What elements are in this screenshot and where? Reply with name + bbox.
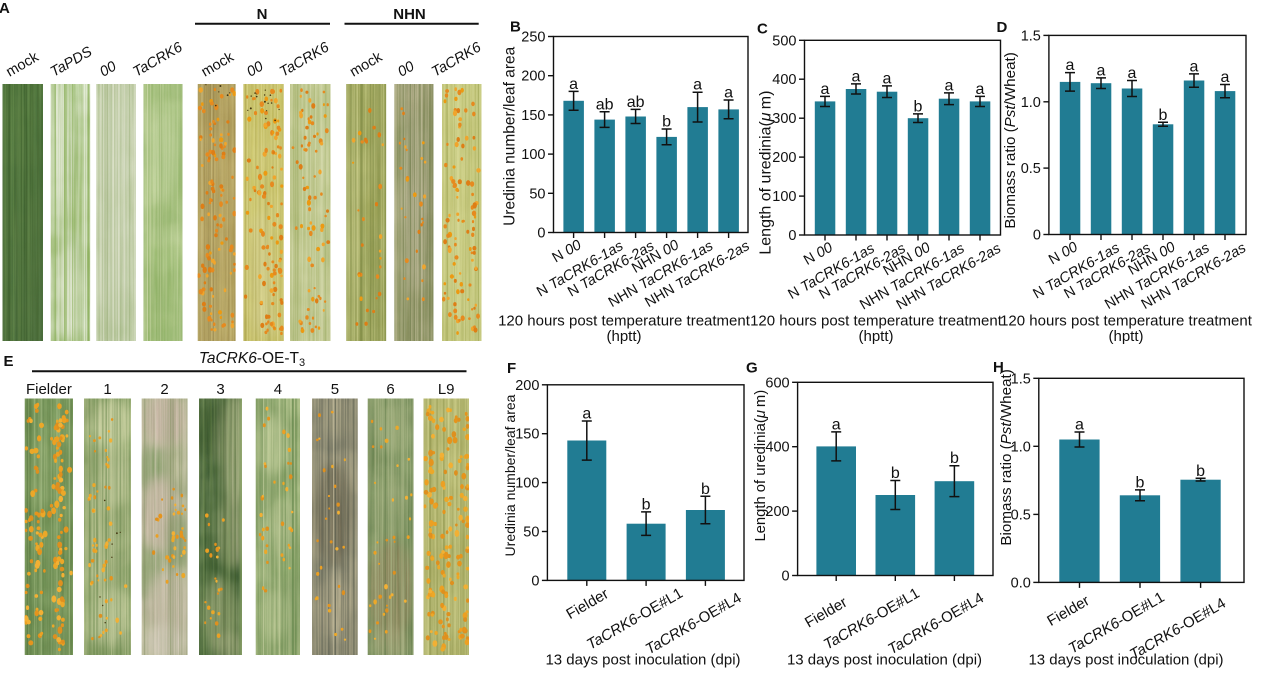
svg-text:400: 400 (765, 440, 789, 456)
svg-text:2: 2 (160, 381, 168, 398)
svg-text:0: 0 (1033, 228, 1041, 244)
svg-text:100: 100 (772, 189, 796, 205)
svg-text:ab: ab (596, 96, 614, 113)
svg-text:b: b (1159, 107, 1168, 124)
svg-text:4: 4 (274, 381, 282, 398)
svg-text:Length of uredinia(μ m): Length of uredinia(μ m) (753, 390, 769, 542)
svg-text:a: a (1066, 57, 1075, 74)
svg-text:Fielder: Fielder (26, 381, 72, 398)
svg-text:(hptt): (hptt) (1108, 328, 1143, 345)
svg-text:0: 0 (782, 569, 790, 585)
svg-text:b: b (891, 465, 900, 482)
svg-text:C: C (757, 21, 768, 38)
svg-text:B: B (510, 19, 521, 36)
svg-text:50: 50 (529, 186, 545, 202)
svg-text:a: a (883, 70, 892, 87)
svg-text:TaCRK6-OE-T3: TaCRK6-OE-T3 (199, 350, 305, 369)
svg-text:H: H (993, 359, 1004, 376)
svg-text:Biomass ratio (Pst/Wheat): Biomass ratio (Pst/Wheat) (1002, 52, 1019, 228)
svg-text:(hptt): (hptt) (606, 328, 641, 345)
svg-text:13 days post inoculation (dpi): 13 days post inoculation (dpi) (787, 652, 982, 669)
svg-text:100: 100 (521, 147, 545, 163)
svg-text:b: b (701, 481, 710, 498)
svg-text:00: 00 (395, 59, 417, 81)
svg-text:b: b (642, 496, 651, 513)
svg-text:200: 200 (765, 504, 789, 520)
svg-text:Biomass ratio (Pst/Wheat): Biomass ratio (Pst/Wheat) (998, 369, 1015, 545)
svg-text:00: 00 (244, 59, 266, 81)
svg-text:N: N (257, 6, 268, 23)
svg-text:a: a (832, 416, 841, 433)
svg-text:a: a (693, 77, 702, 94)
svg-text:a: a (821, 81, 830, 98)
svg-text:50: 50 (523, 525, 539, 541)
svg-text:0: 0 (537, 226, 545, 242)
svg-text:a: a (1221, 69, 1230, 86)
svg-text:b: b (1196, 463, 1205, 480)
svg-text:13 days post inoculation (dpi): 13 days post inoculation (dpi) (1028, 652, 1223, 669)
svg-text:a: a (582, 406, 591, 423)
svg-text:120 hours post temperature tre: 120 hours post temperature treatment (498, 313, 751, 330)
svg-text:ab: ab (627, 94, 645, 111)
svg-text:1.0: 1.0 (1011, 439, 1031, 455)
svg-text:3: 3 (216, 381, 224, 398)
svg-text:120 hours post temperature tre: 120 hours post temperature treatment (1000, 313, 1253, 330)
svg-text:a: a (1097, 62, 1106, 79)
svg-text:1.5: 1.5 (1021, 28, 1041, 44)
svg-text:1: 1 (103, 381, 111, 398)
svg-text:D: D (997, 19, 1008, 36)
svg-text:200: 200 (515, 378, 539, 394)
svg-text:b: b (950, 450, 959, 467)
svg-text:1.5: 1.5 (1011, 371, 1031, 387)
svg-text:b: b (914, 98, 923, 115)
svg-text:300: 300 (772, 111, 796, 127)
svg-text:400: 400 (772, 72, 796, 88)
svg-text:100: 100 (515, 476, 539, 492)
svg-text:500: 500 (772, 33, 796, 49)
svg-text:NHN: NHN (393, 6, 426, 23)
svg-text:a: a (1190, 58, 1199, 75)
svg-text:0.5: 0.5 (1011, 507, 1031, 523)
svg-text:a: a (569, 76, 578, 93)
svg-text:a: a (852, 68, 861, 85)
svg-text:G: G (746, 360, 758, 377)
svg-text:5: 5 (331, 381, 339, 398)
svg-text:6: 6 (386, 381, 394, 398)
svg-text:0.0: 0.0 (1011, 575, 1031, 591)
svg-text:E: E (4, 353, 14, 370)
svg-text:120 hours post temperature tre: 120 hours post temperature treatment (750, 313, 1003, 330)
svg-text:b: b (662, 114, 671, 131)
svg-text:Uredinia number/leaf area: Uredinia number/leaf area (502, 46, 519, 226)
svg-text:150: 150 (521, 108, 545, 124)
svg-text:0: 0 (531, 573, 539, 589)
svg-text:13 days post inoculation (dpi): 13 days post inoculation (dpi) (545, 652, 740, 669)
svg-text:a: a (976, 81, 985, 98)
svg-text:F: F (507, 360, 516, 377)
svg-text:00: 00 (97, 59, 119, 81)
svg-text:L9: L9 (438, 381, 455, 398)
svg-text:b: b (1136, 474, 1145, 491)
svg-text:Length of uredinia(μ m): Length of uredinia(μ m) (758, 91, 775, 255)
svg-text:a: a (724, 85, 733, 102)
svg-text:600: 600 (765, 375, 789, 391)
svg-text:1.0: 1.0 (1021, 95, 1041, 111)
svg-text:250: 250 (521, 30, 545, 46)
svg-text:a: a (945, 77, 954, 94)
svg-text:a: a (1128, 65, 1137, 82)
svg-text:0.5: 0.5 (1021, 161, 1041, 177)
svg-text:200: 200 (772, 150, 796, 166)
svg-text:(hptt): (hptt) (858, 328, 893, 345)
svg-text:0: 0 (788, 228, 796, 244)
svg-text:A: A (0, 0, 10, 17)
svg-text:150: 150 (515, 427, 539, 443)
svg-text:a: a (1075, 417, 1084, 434)
svg-text:200: 200 (521, 69, 545, 85)
svg-text:Uredinia number/leaf area: Uredinia number/leaf area (502, 394, 518, 556)
